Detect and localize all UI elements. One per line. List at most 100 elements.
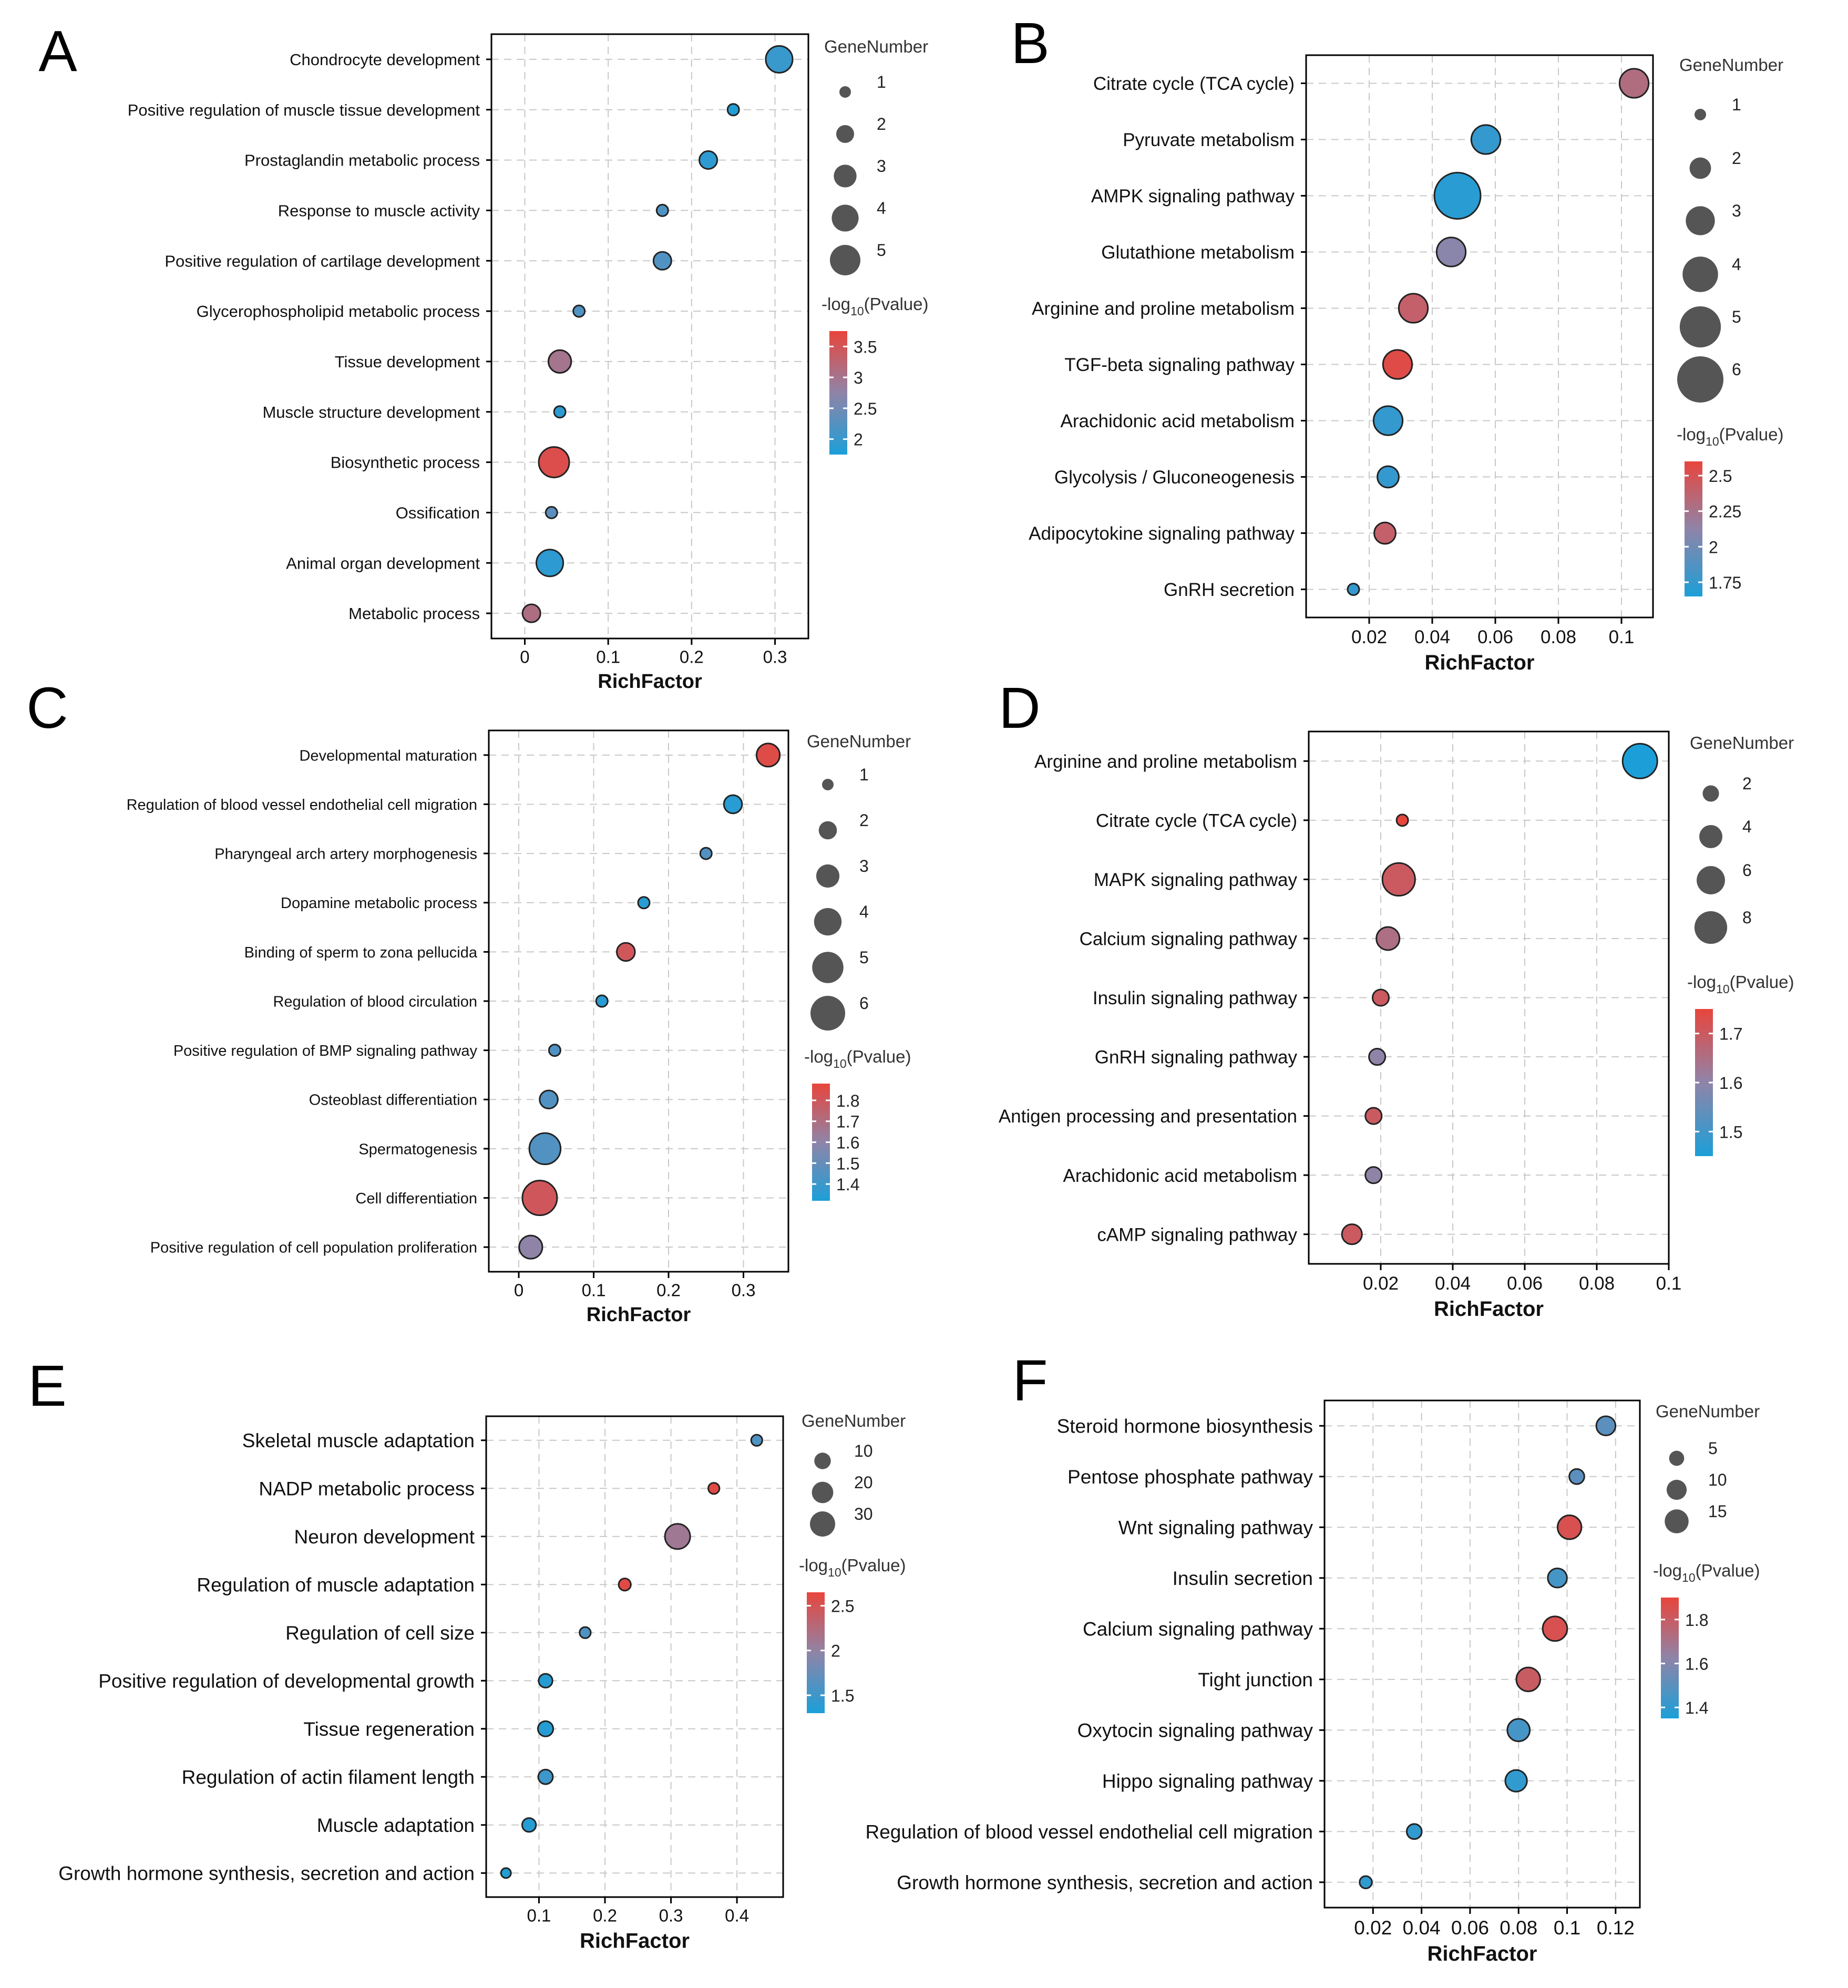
x-tick-label: 0.08 — [1500, 1917, 1537, 1939]
category-label: Pentose phosphate pathway — [1067, 1466, 1313, 1488]
color-legend-title-end: (Pvalue) — [1730, 972, 1794, 992]
size-legend-label: 1 — [1732, 95, 1741, 114]
category-label: Arachidonic acid metabolism — [1061, 411, 1295, 431]
size-legend-dot — [1677, 356, 1723, 403]
color-legend-title-end: (Pvalue) — [864, 294, 929, 314]
size-legend-label: 3 — [859, 857, 869, 875]
panel-f: F Steroid hormone biosynthesis Pentose pho… — [865, 1348, 1760, 1965]
plot-frame — [485, 1415, 784, 1898]
colorbar-label: 3 — [854, 368, 863, 387]
size-legend-label: 8 — [1742, 908, 1752, 927]
data-point — [1364, 1107, 1383, 1125]
category-label: Tissue regeneration — [303, 1718, 475, 1740]
size-legend-label: 20 — [854, 1473, 873, 1492]
colorbar-label: 2 — [1709, 538, 1718, 557]
x-tick-label: 0.2 — [656, 1281, 681, 1300]
category-label: Tissue development — [335, 353, 480, 371]
size-legend-label: 10 — [1708, 1470, 1727, 1489]
colorbar-label: 1.8 — [836, 1091, 859, 1110]
data-point — [618, 1578, 632, 1592]
x-tick-label: 0.06 — [1507, 1273, 1543, 1294]
data-point — [1595, 1415, 1617, 1436]
x-tick-label: 0.08 — [1541, 627, 1576, 647]
colorbar-label: 1.7 — [1719, 1025, 1742, 1044]
category-label: Metabolic process — [348, 604, 480, 623]
size-legend-label: 4 — [1732, 255, 1741, 274]
colorbar-label: 1.75 — [1709, 573, 1741, 592]
color-legend-title-end: (Pvalue) — [841, 1556, 906, 1575]
category-label: Tight junction — [1198, 1669, 1313, 1691]
data-point — [537, 1720, 555, 1737]
data-point — [1364, 1166, 1383, 1184]
x-tick-label: 0 — [514, 1281, 523, 1300]
data-point — [1618, 68, 1650, 99]
category-label: Ossification — [396, 504, 480, 522]
size-legend-label: 4 — [877, 199, 886, 218]
data-point — [1375, 926, 1401, 951]
category-label: Wnt signaling pathway — [1118, 1517, 1313, 1539]
size-legend-dot — [818, 821, 837, 840]
category-label: Arachidonic acid metabolism — [1063, 1166, 1297, 1186]
category-label: Calcium signaling pathway — [1080, 929, 1298, 950]
category-label: Adipocytokine signaling pathway — [1029, 523, 1295, 544]
x-tick-label: 0.04 — [1435, 1273, 1471, 1294]
size-legend-label: 6 — [1742, 861, 1752, 880]
data-point — [521, 1180, 558, 1217]
size-legend-label: 2 — [1742, 774, 1752, 793]
data-point — [637, 896, 651, 910]
data-point — [553, 405, 567, 419]
color-legend-title-sub: 10 — [828, 1565, 841, 1579]
size-legend-label: 1 — [859, 765, 869, 784]
color-legend-title-end: (Pvalue) — [1696, 1561, 1760, 1580]
x-tick-label: 0.06 — [1477, 627, 1513, 647]
x-axis-title: RichFactor — [580, 1930, 690, 1953]
category-label: GnRH secretion — [1164, 580, 1295, 600]
category-label: Regulation of blood circulation — [273, 993, 477, 1010]
colorbar — [807, 1592, 825, 1713]
x-tick-label: 0.1 — [1609, 627, 1635, 647]
data-point — [500, 1867, 512, 1879]
data-point — [655, 203, 669, 217]
category-label: Biosynthetic process — [331, 454, 480, 472]
data-point — [1372, 405, 1404, 436]
data-point — [1547, 1568, 1568, 1589]
category-label: Insulin secretion — [1173, 1568, 1313, 1589]
data-point — [538, 446, 570, 479]
category-label: Glycerophospholipid metabolic process — [197, 302, 480, 321]
data-point — [547, 349, 572, 374]
category-label: Pyruvate metabolism — [1123, 130, 1295, 150]
size-legend-dot — [822, 779, 834, 790]
data-point — [1556, 1515, 1583, 1540]
colorbar-label: 1.4 — [1685, 1698, 1708, 1717]
category-label: Spermatogenesis — [358, 1141, 477, 1158]
data-point — [1405, 1823, 1423, 1840]
category-label: Skeletal muscle adaptation — [242, 1430, 475, 1451]
category-label: Glutathione metabolism — [1101, 242, 1295, 263]
data-point — [726, 103, 740, 117]
data-point — [1382, 349, 1413, 380]
data-point — [664, 1523, 691, 1550]
category-label: Positive regulation of BMP signaling pat… — [173, 1043, 478, 1059]
data-point — [765, 45, 794, 74]
colorbar-label: 1.4 — [836, 1175, 859, 1194]
x-tick-label: 0.02 — [1354, 1917, 1392, 1939]
data-point — [652, 251, 672, 271]
x-axis-title: RichFactor — [598, 671, 702, 693]
x-axis-title: RichFactor — [587, 1304, 691, 1326]
color-legend-title: -log10(Pvalue) — [799, 1556, 906, 1579]
panel-letter: E — [28, 1354, 66, 1418]
size-legend-dot — [1697, 866, 1725, 894]
size-legend-label: 3 — [877, 157, 886, 176]
size-legend-title: GeneNumber — [807, 732, 911, 751]
category-label: Positive regulation of muscle tissue dev… — [128, 101, 480, 119]
color-legend-title-end: (Pvalue) — [847, 1047, 911, 1066]
size-legend-dot — [812, 1481, 834, 1503]
category-label: Binding of sperm to zona pellucida — [244, 944, 478, 961]
data-point — [536, 549, 564, 578]
color-legend-title-main: -log — [1653, 1561, 1682, 1580]
x-axis-title: RichFactor — [1425, 651, 1535, 674]
x-tick-label: 0.04 — [1414, 627, 1450, 647]
data-point — [1341, 1223, 1363, 1245]
size-legend-dot — [1682, 256, 1718, 292]
category-label: Antigen processing and presentation — [999, 1106, 1297, 1127]
